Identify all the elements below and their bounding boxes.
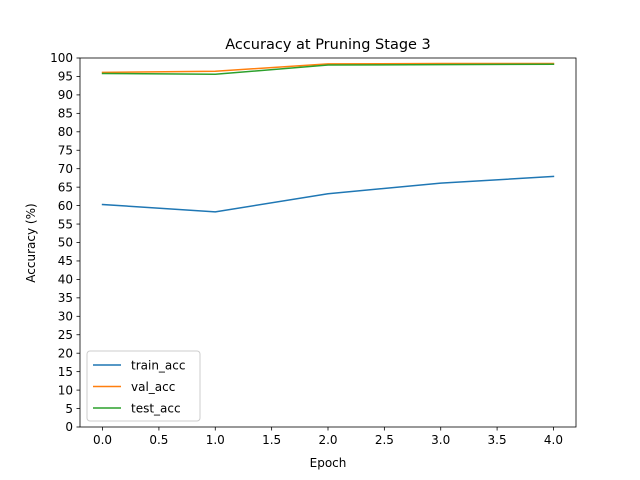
x-tick-label: 0.5	[149, 433, 168, 447]
y-tick-label: 20	[58, 346, 73, 360]
y-tick-label: 85	[58, 107, 73, 121]
y-tick-label: 75	[58, 143, 73, 157]
y-tick-label: 60	[58, 199, 73, 213]
y-tick-label: 80	[58, 125, 73, 139]
plot-area: 0.0 0.5 1.0 1.5 2.0 2.5 3.0 3.5 4.0 0 5 10 15 20 25 30 3…	[50, 51, 577, 447]
y-tick-label: 0	[65, 420, 73, 434]
y-tick-label: 45	[58, 254, 73, 268]
y-tick-label: 35	[58, 291, 73, 305]
y-tick-label: 30	[58, 310, 73, 324]
series-line-test-acc	[101, 63, 555, 75]
x-tick-label: 3.0	[431, 433, 450, 447]
y-tick-label: 40	[58, 273, 73, 287]
y-tick-label: 65	[58, 180, 73, 194]
chart-title: Accuracy at Pruning Stage 3	[225, 37, 431, 53]
y-tick-label: 90	[58, 88, 73, 102]
legend-label-val-acc: val_acc	[131, 380, 175, 394]
x-tick-label: 4.0	[544, 433, 563, 447]
x-tick-label: 2.0	[318, 433, 337, 447]
legend-label-test-acc: test_acc	[131, 401, 181, 415]
legend-box	[86, 350, 201, 422]
x-tick-label: 1.0	[206, 433, 225, 447]
x-tick-label: 1.5	[262, 433, 281, 447]
x-tick-label: 2.5	[375, 433, 394, 447]
x-axis-label: Epoch	[310, 456, 347, 470]
y-tick-label: 15	[58, 365, 73, 379]
x-tick-label: 0.0	[93, 433, 112, 447]
y-axis-label: Accuracy (%)	[24, 203, 38, 282]
y-tick-label: 10	[58, 383, 73, 397]
legend-label-train-acc: train_acc	[131, 358, 185, 372]
y-tick-label: 50	[58, 236, 73, 250]
y-tick-label: 100	[50, 51, 73, 65]
y-tick-label: 70	[58, 162, 73, 176]
y-tick-label: 55	[58, 217, 73, 231]
x-tick-label: 3.5	[488, 433, 507, 447]
y-tick-label: 95	[58, 70, 73, 84]
y-tick-label: 25	[58, 328, 73, 342]
series-line-train-acc	[101, 175, 555, 213]
series-line-val-acc	[101, 62, 555, 74]
y-tick-label: 5	[65, 402, 73, 416]
